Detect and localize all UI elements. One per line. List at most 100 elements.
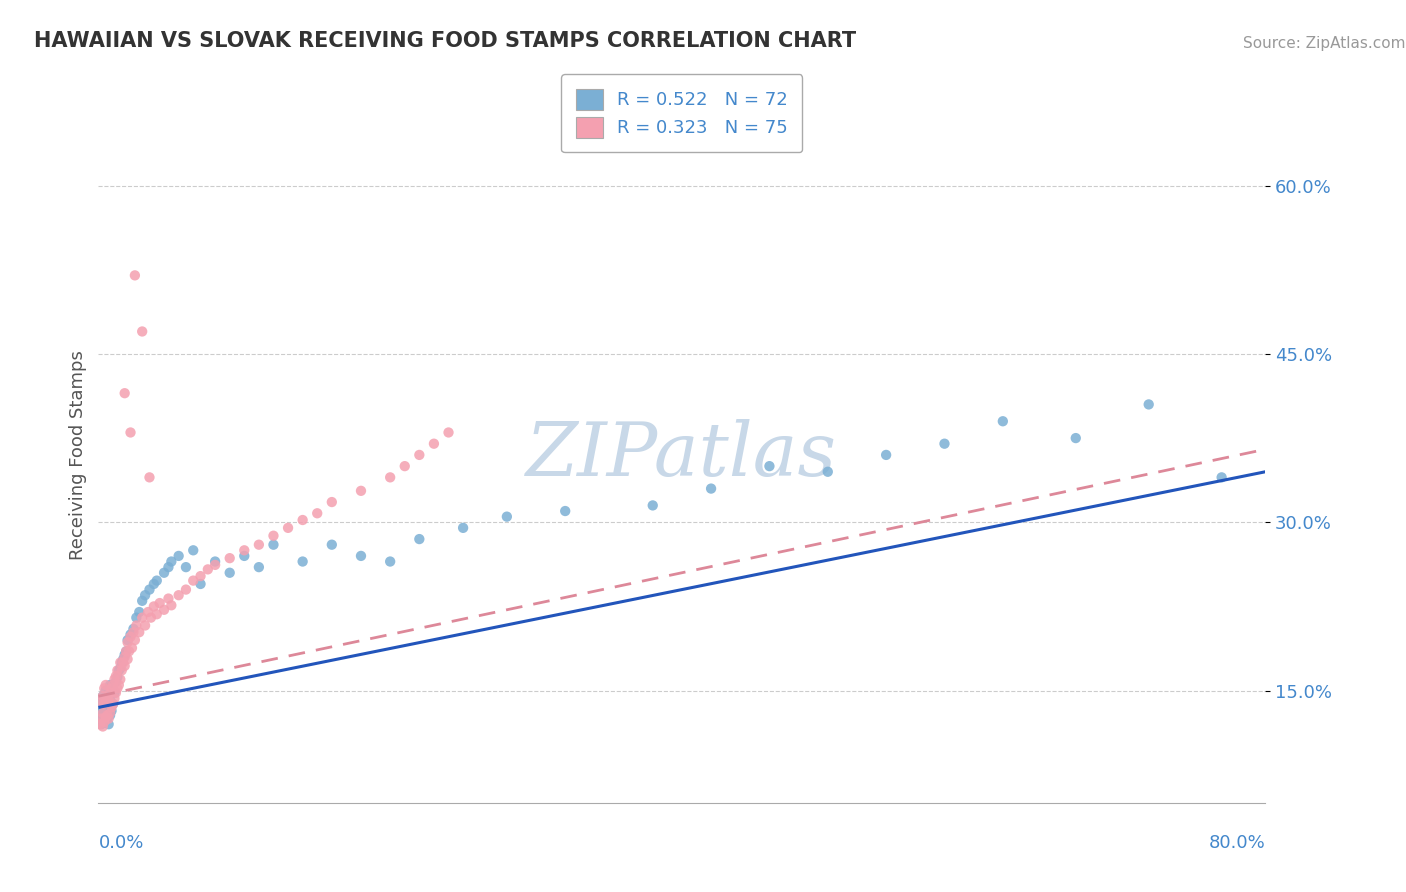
Point — [291, 513, 314, 527]
Point — [437, 425, 460, 440]
Text: 0.0%: 0.0% — [98, 834, 143, 852]
Point — [157, 591, 180, 606]
Point — [94, 683, 117, 698]
Point — [94, 710, 117, 724]
Point — [111, 656, 134, 670]
Point — [136, 605, 159, 619]
Point — [110, 656, 132, 670]
Point — [108, 678, 131, 692]
Point — [991, 414, 1014, 428]
Text: HAWAIIAN VS SLOVAK RECEIVING FOOD STAMPS CORRELATION CHART: HAWAIIAN VS SLOVAK RECEIVING FOOD STAMPS… — [34, 31, 856, 52]
Point — [120, 630, 142, 644]
Point — [160, 555, 183, 569]
Point — [103, 691, 125, 706]
Point — [233, 543, 256, 558]
Point — [153, 566, 176, 580]
Point — [117, 635, 139, 649]
Point — [277, 521, 299, 535]
Point — [97, 712, 120, 726]
Point — [247, 560, 270, 574]
Point — [97, 683, 120, 698]
Point — [93, 697, 115, 711]
Point — [101, 697, 124, 711]
Point — [108, 664, 131, 678]
Point — [98, 708, 121, 723]
Point — [91, 706, 114, 720]
Point — [291, 555, 314, 569]
Point — [134, 618, 156, 632]
Point — [115, 644, 138, 658]
Text: Source: ZipAtlas.com: Source: ZipAtlas.com — [1243, 37, 1406, 52]
Point — [94, 700, 117, 714]
Point — [104, 674, 127, 689]
Point — [197, 562, 219, 576]
Point — [408, 448, 430, 462]
Point — [394, 459, 416, 474]
Point — [142, 577, 165, 591]
Point — [167, 588, 190, 602]
Point — [90, 695, 112, 709]
Point — [104, 686, 127, 700]
Point — [128, 625, 150, 640]
Point — [204, 558, 226, 572]
Point — [103, 673, 125, 687]
Point — [118, 644, 141, 658]
Point — [451, 521, 474, 535]
Point — [350, 549, 373, 563]
Point — [1211, 470, 1233, 484]
Point — [174, 582, 197, 597]
Point — [110, 661, 132, 675]
Point — [114, 648, 136, 662]
Point — [90, 695, 112, 709]
Point — [167, 549, 190, 563]
Point — [98, 692, 121, 706]
Point — [160, 599, 183, 613]
Y-axis label: Receiving Food Stamps: Receiving Food Stamps — [69, 350, 87, 560]
Point — [105, 664, 128, 678]
Legend: R = 0.522   N = 72, R = 0.323   N = 75: R = 0.522 N = 72, R = 0.323 N = 75 — [561, 74, 803, 153]
Point — [134, 588, 156, 602]
Point — [94, 695, 117, 709]
Point — [112, 656, 135, 670]
Point — [96, 691, 118, 706]
Point — [1064, 431, 1087, 445]
Point — [98, 678, 121, 692]
Point — [131, 610, 153, 624]
Point — [112, 652, 135, 666]
Point — [262, 529, 284, 543]
Point — [321, 495, 343, 509]
Point — [94, 712, 117, 726]
Point — [247, 538, 270, 552]
Point — [104, 669, 127, 683]
Point — [93, 695, 115, 709]
Point — [934, 436, 956, 450]
Point — [233, 549, 256, 563]
Point — [100, 686, 122, 700]
Point — [110, 673, 132, 687]
Point — [114, 649, 136, 664]
Point — [93, 714, 115, 729]
Point — [817, 465, 839, 479]
Point — [153, 603, 176, 617]
Point — [117, 652, 139, 666]
Point — [181, 574, 204, 588]
Point — [101, 678, 124, 692]
Point — [91, 689, 114, 703]
Point — [350, 483, 373, 498]
Point — [190, 569, 212, 583]
Point — [307, 506, 329, 520]
Point — [204, 555, 226, 569]
Point — [262, 538, 284, 552]
Point — [875, 448, 897, 462]
Text: ZIPatlas: ZIPatlas — [526, 418, 838, 491]
Point — [125, 610, 148, 624]
Point — [93, 706, 115, 720]
Point — [138, 582, 160, 597]
Point — [94, 678, 117, 692]
Point — [91, 689, 114, 703]
Point — [103, 686, 125, 700]
Point — [121, 640, 143, 655]
Point — [408, 532, 430, 546]
Point — [111, 664, 134, 678]
Point — [91, 700, 114, 714]
